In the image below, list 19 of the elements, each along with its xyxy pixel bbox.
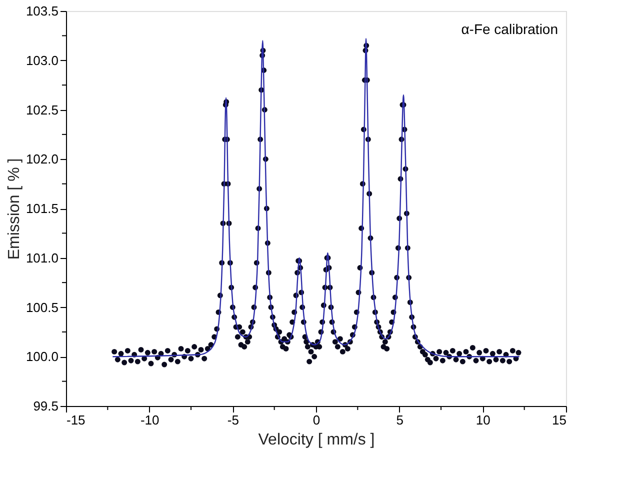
annotation: α-Fe calibration [461,21,558,37]
y-tick-label: 103.5 [26,4,58,18]
x-tick-label: -15 [66,412,86,428]
y-tick-label: 100.5 [26,300,58,315]
y-tick-label: 101.5 [26,201,58,216]
y-tick-label: 102.0 [26,152,58,167]
x-tick-label: 0 [312,412,320,428]
y-tick-label: 100.0 [26,349,58,364]
y-tick-label: 101.0 [26,250,58,266]
y-tick-label: 99.5 [33,398,58,414]
x-tick-label: 15 [552,412,566,428]
x-tick-label: 10 [476,412,490,428]
y-tick-label: 102.5 [26,102,58,118]
x-axis-title: Velocity [ mm/s ] [258,432,375,448]
y-axis-title: Emission [ % ] [6,158,23,260]
x-tick-label: -5 [227,412,239,428]
x-tick-label: 5 [396,412,404,428]
x-tick-label: -10 [140,412,160,428]
y-tick-label: 103.0 [26,52,58,68]
